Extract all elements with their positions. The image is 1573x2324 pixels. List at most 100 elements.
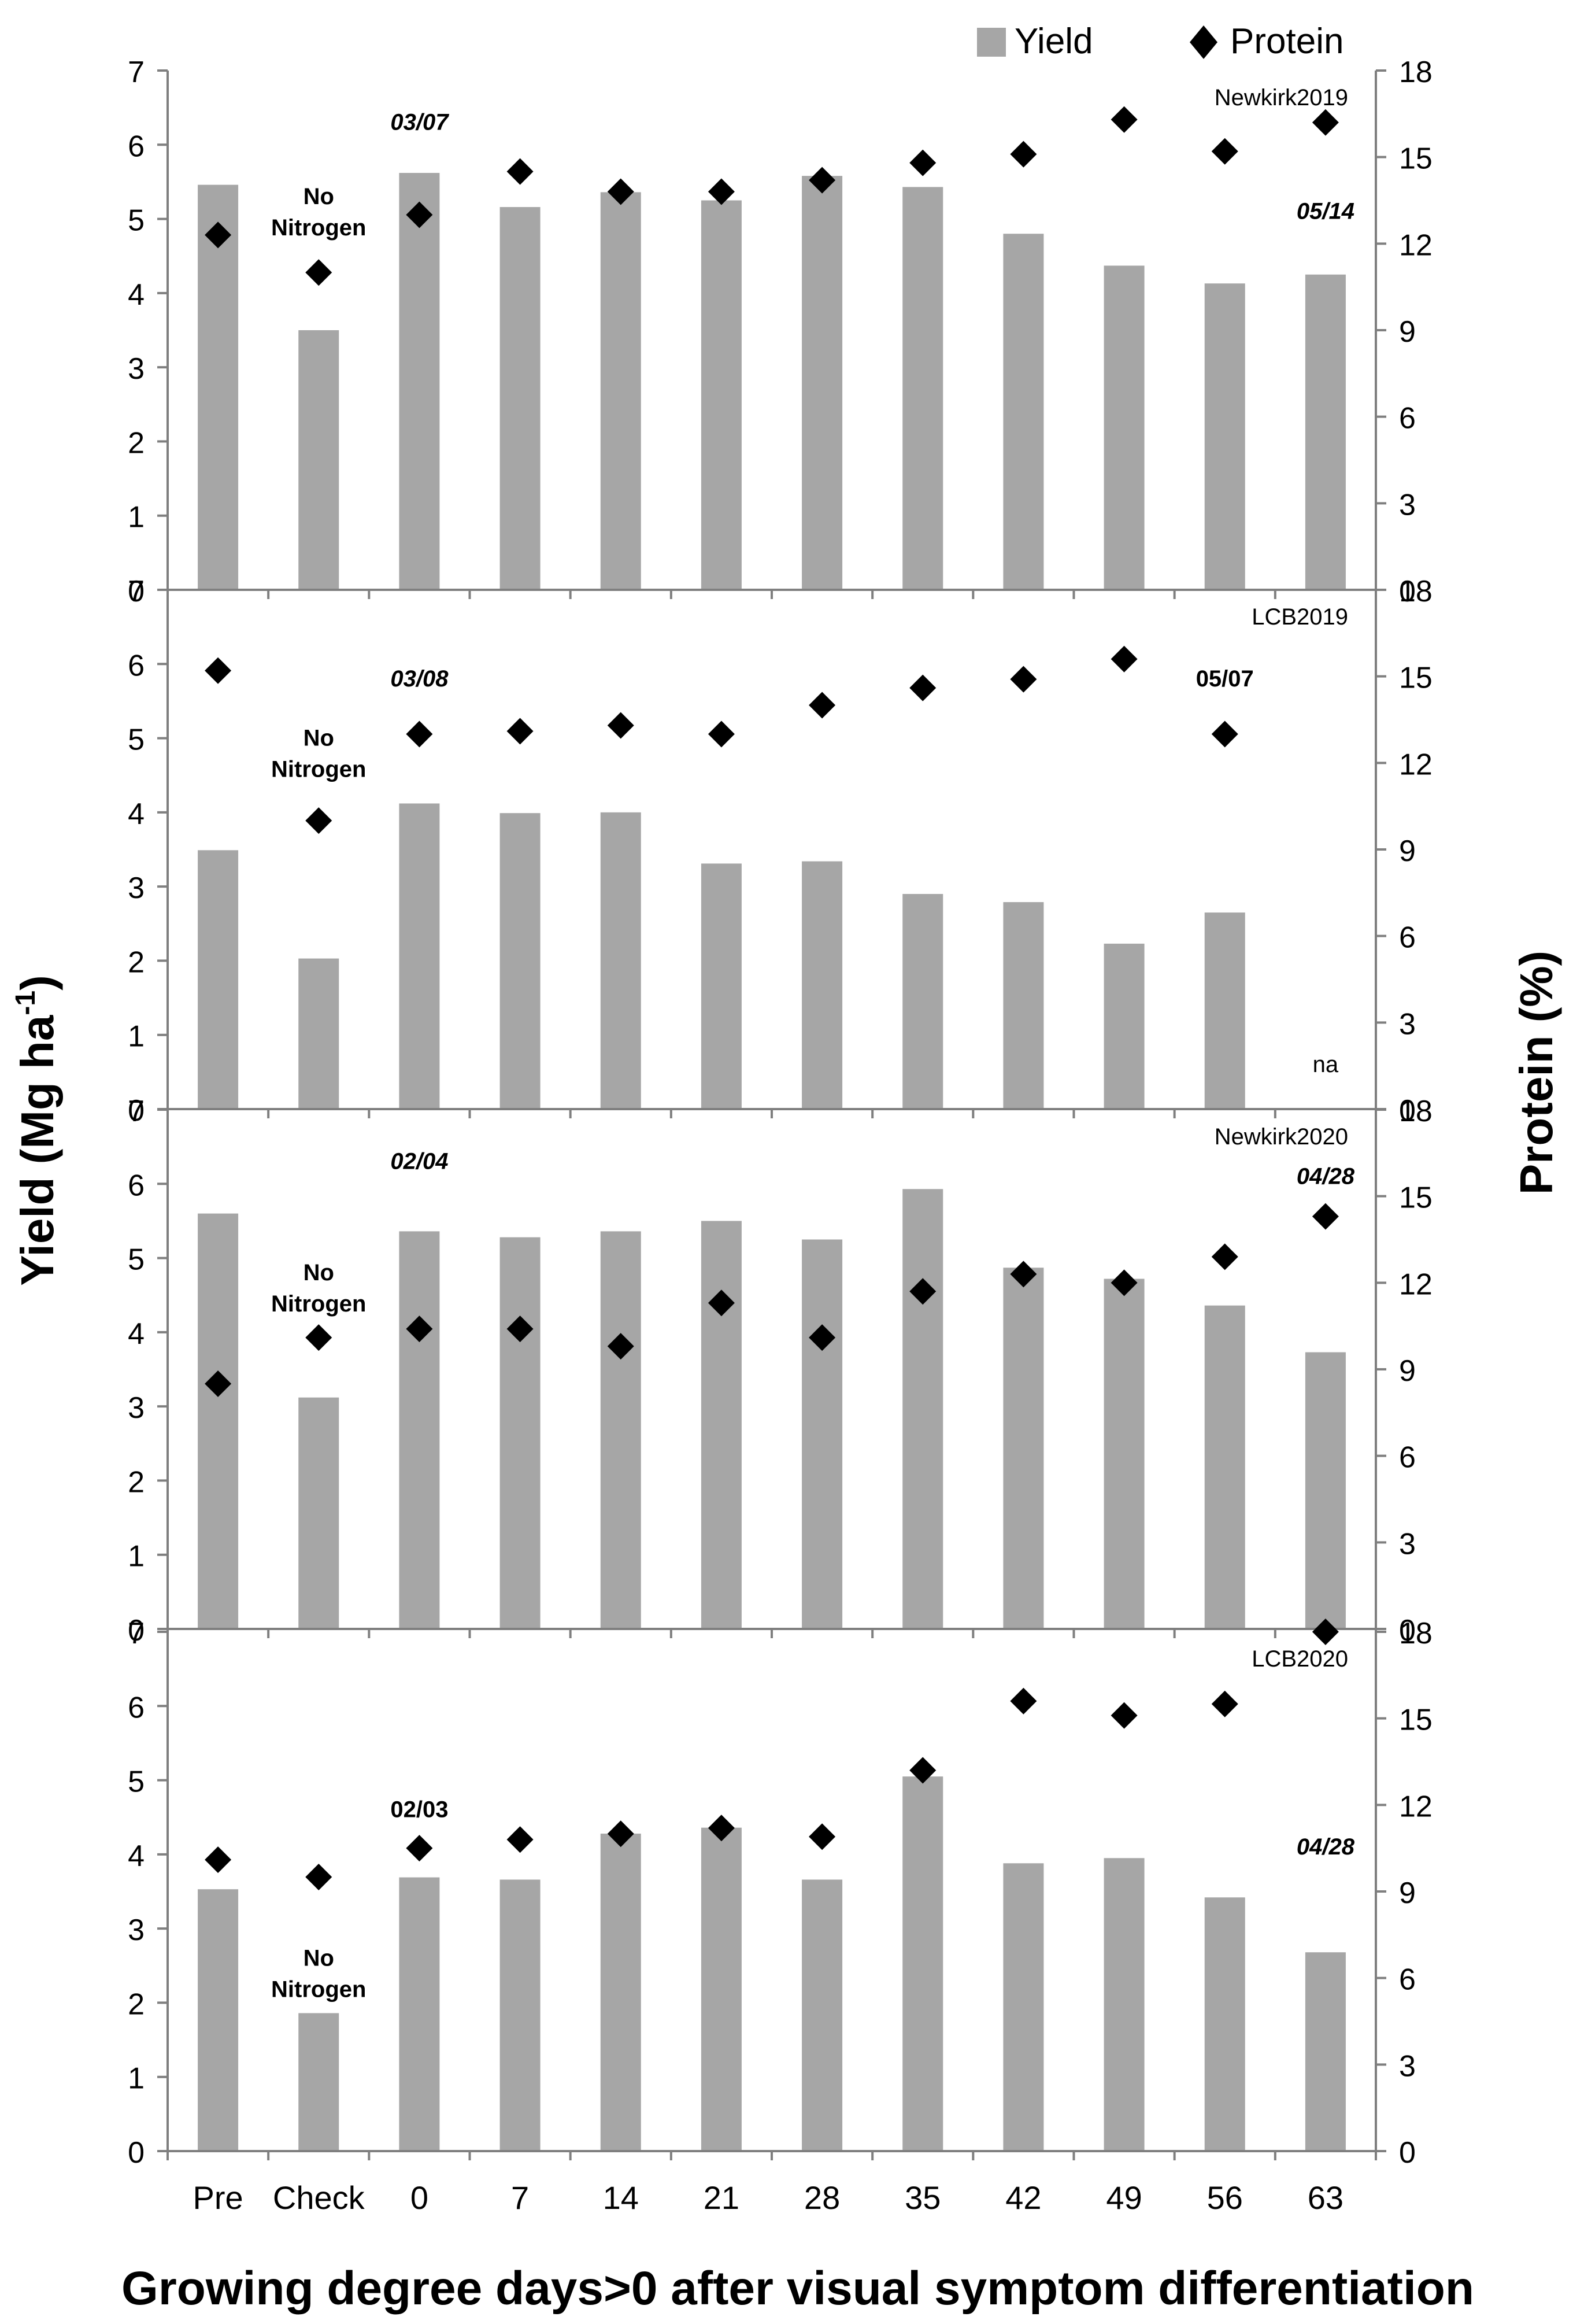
- yield-bar-35: [902, 893, 943, 1109]
- y-left-tick-label: 7: [128, 1617, 145, 1650]
- y-right-tick-label: 15: [1399, 1704, 1433, 1737]
- x-tick-label-56: 56: [1207, 2179, 1243, 2216]
- y-left-tick-label: 4: [128, 1839, 145, 1873]
- protein-marker-42: [1010, 1687, 1037, 1715]
- protein-marker-21: [708, 178, 735, 205]
- y-left-tick-label: 5: [128, 1765, 145, 1799]
- y-left-tick-label: 4: [128, 797, 145, 831]
- annotation-line: Nitrogen: [271, 756, 366, 782]
- yield-bar-14: [600, 192, 641, 590]
- y-right-tick-label: 0: [1399, 2136, 1416, 2170]
- y-left-tick-label: 3: [128, 871, 145, 905]
- protein-marker-35: [909, 149, 937, 176]
- y-right-tick-label: 0: [1399, 1094, 1416, 1128]
- annotation-line: 03/07: [390, 110, 449, 135]
- y-left-tick-label: 2: [128, 945, 145, 979]
- y-left-tick-label: 5: [128, 204, 145, 238]
- protein-marker-Pre: [205, 1846, 232, 1874]
- yield-bar-56: [1204, 1305, 1245, 1629]
- annotation: 02/04: [390, 1149, 448, 1174]
- x-tick-label-0: 0: [410, 2179, 428, 2216]
- yield-bar-Check: [298, 1397, 339, 1629]
- panel-title: Newkirk2019: [1215, 85, 1348, 110]
- y-left-tick-label: 6: [128, 649, 145, 682]
- protein-marker-Check: [305, 807, 332, 834]
- y-left-tick-label: 4: [128, 278, 145, 312]
- y-right-tick-label: 12: [1399, 1790, 1433, 1823]
- protein-marker-49: [1111, 645, 1138, 673]
- annotation-line: 05/14: [1297, 199, 1354, 224]
- annotation-line: No: [304, 1945, 334, 1971]
- annotation-line: No: [304, 184, 334, 209]
- y-right-tick-label: 6: [1399, 402, 1416, 435]
- yield-bar-49: [1104, 1858, 1145, 2151]
- y-left-tick-label: 7: [128, 575, 145, 608]
- protein-marker-42: [1010, 666, 1037, 693]
- y-left-tick-label: 2: [128, 1465, 145, 1499]
- protein-marker-0: [406, 201, 433, 228]
- yield-bar-42: [1003, 1268, 1044, 1629]
- yield-bar-21: [701, 863, 742, 1109]
- y-right-tick-label: 18: [1399, 1095, 1433, 1128]
- y-left-tick-label: 6: [128, 1169, 145, 1202]
- yield-bar-35: [902, 1776, 943, 2151]
- y-left-tick-label: 6: [128, 130, 145, 163]
- y-right-tick-label: 15: [1399, 1181, 1433, 1215]
- protein-marker-56: [1211, 1690, 1238, 1717]
- annotation-line: 02/04: [390, 1149, 448, 1174]
- yield-bar-7: [499, 1237, 541, 1629]
- protein-marker-56: [1211, 1243, 1238, 1270]
- y-left-tick-label: 0: [128, 2136, 145, 2170]
- protein-marker-28: [809, 692, 836, 719]
- yield-bar-0: [399, 803, 440, 1109]
- yield-bar-0: [399, 1231, 440, 1629]
- annotation: No Nitrogen: [271, 725, 366, 782]
- y-left-tick-label: 3: [128, 352, 145, 386]
- yield-bar-7: [499, 207, 541, 590]
- protein-marker-49: [1111, 1702, 1138, 1729]
- x-tick-label-7: 7: [511, 2179, 529, 2216]
- y-axis-left-label-main: Yield (Mg ha: [12, 1015, 63, 1286]
- yield-bar-42: [1003, 902, 1044, 1109]
- protein-marker-7: [506, 718, 534, 745]
- annotation-line: 05/07: [1196, 666, 1254, 692]
- y-right-tick-label: 12: [1399, 748, 1433, 781]
- x-tick-label-42: 42: [1005, 2179, 1041, 2216]
- annotation: 03/08: [390, 666, 449, 692]
- x-tick-label-21: 21: [704, 2179, 739, 2216]
- protein-marker-7: [506, 158, 534, 185]
- annotation-line: No: [304, 725, 334, 751]
- protein-marker-28: [809, 1823, 836, 1850]
- yield-bar-0: [399, 173, 440, 590]
- y-left-tick-label: 1: [128, 2062, 145, 2096]
- yield-bar-Pre: [198, 1889, 239, 2151]
- y-left-tick-label: 5: [128, 1243, 145, 1277]
- protein-marker-7: [506, 1316, 534, 1343]
- yield-bar-35: [902, 1189, 943, 1629]
- yield-bar-63: [1305, 1352, 1346, 1629]
- yield-bar-21: [701, 1827, 742, 2151]
- y-right-tick-label: 15: [1399, 662, 1433, 695]
- protein-marker-Pre: [205, 1370, 232, 1397]
- protein-marker-42: [1010, 1261, 1037, 1288]
- annotation-line: 04/28: [1297, 1163, 1355, 1189]
- yield-bar-28: [802, 1879, 843, 2151]
- y-left-tick-label: 2: [128, 1987, 145, 2021]
- y-right-tick-label: 15: [1399, 142, 1433, 176]
- yield-bar-21: [701, 1221, 742, 1629]
- annotation-line: na: [1313, 1052, 1339, 1077]
- annotation: 04/28: [1297, 1834, 1355, 1860]
- yield-bar-63: [1305, 274, 1346, 590]
- protein-marker-21: [708, 721, 735, 748]
- annotation: No Nitrogen: [271, 1945, 366, 2002]
- yield-bar-49: [1104, 265, 1145, 590]
- y-left-tick-label: 1: [128, 1540, 145, 1573]
- annotation: 04/28: [1297, 1163, 1355, 1189]
- y-left-tick-label: 5: [128, 723, 145, 757]
- y-left-tick-label: 4: [128, 1317, 145, 1351]
- y-axis-left-label-sup: -1: [10, 991, 41, 1015]
